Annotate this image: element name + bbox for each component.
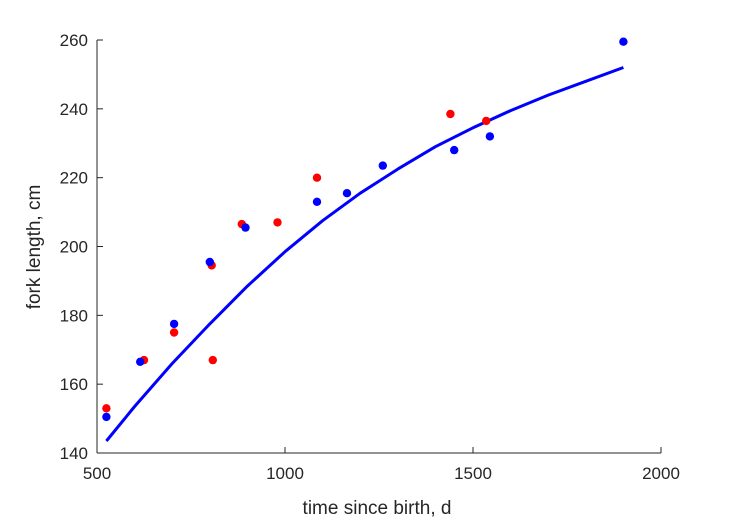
y-tick-label: 200 bbox=[60, 238, 88, 257]
data-point bbox=[378, 161, 387, 170]
data-point bbox=[450, 145, 459, 155]
y-tick-label: 160 bbox=[60, 375, 88, 394]
y-tick-label: 180 bbox=[60, 306, 88, 325]
data-point bbox=[482, 116, 491, 126]
data-point bbox=[169, 319, 179, 329]
data-point bbox=[102, 404, 111, 413]
data-point bbox=[485, 132, 495, 141]
y-axis-label: fork length, cm bbox=[24, 185, 45, 310]
y-tick-label: 140 bbox=[60, 444, 88, 463]
data-point bbox=[136, 357, 145, 366]
data-point bbox=[102, 412, 111, 422]
data-point bbox=[619, 37, 628, 46]
x-tick-label: 500 bbox=[83, 464, 111, 483]
data-point bbox=[241, 223, 250, 232]
x-tick-label: 2000 bbox=[642, 464, 680, 483]
y-tick-label: 220 bbox=[60, 169, 88, 188]
data-point bbox=[169, 328, 179, 337]
x-axis-label: time since birth, d bbox=[303, 498, 452, 519]
data-point bbox=[273, 218, 282, 227]
x-tick-label: 1000 bbox=[266, 464, 304, 483]
y-tick-label: 260 bbox=[60, 31, 88, 50]
fit-curve bbox=[105, 66, 624, 442]
data-point bbox=[312, 173, 322, 182]
data-point bbox=[446, 109, 455, 119]
data-point bbox=[205, 257, 214, 267]
data-point bbox=[208, 355, 217, 365]
x-tick-label: 1500 bbox=[454, 464, 492, 483]
data-point bbox=[342, 189, 352, 198]
plot-area: 500 1000 1500 2000 140 160 180 200 220 240 260 bbox=[60, 31, 680, 483]
data-point bbox=[312, 197, 322, 206]
y-tick-label: 240 bbox=[60, 100, 88, 119]
